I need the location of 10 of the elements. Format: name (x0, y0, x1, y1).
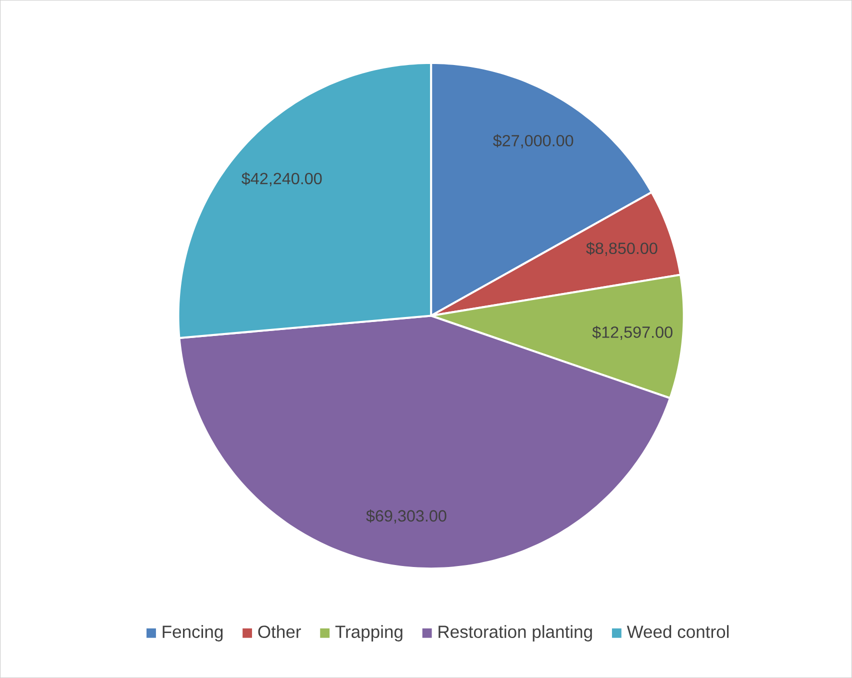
legend-label: Trapping (335, 625, 402, 642)
data-label: $27,000.00 (493, 134, 574, 148)
legend-label: Restoration planting (438, 625, 592, 642)
data-label: $69,303.00 (366, 509, 446, 524)
legend-label: Other (258, 625, 301, 638)
data-label: $8,850.00 (586, 242, 658, 256)
legend-label: Weed control (626, 625, 729, 638)
data-label: $12,597.00 (592, 326, 672, 340)
data-label: $42,240.00 (242, 172, 322, 186)
legend-label: Fencing (162, 625, 223, 642)
